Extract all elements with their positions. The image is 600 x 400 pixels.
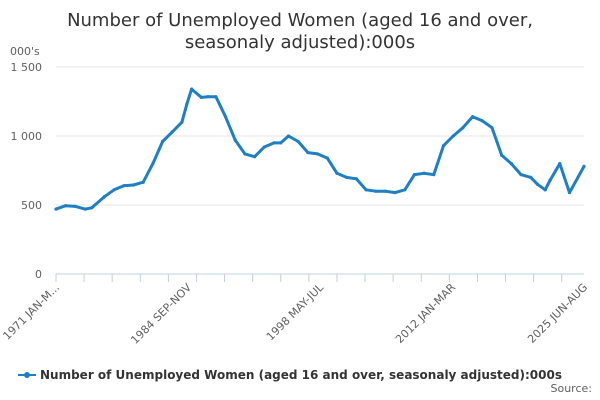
data-point <box>122 184 126 188</box>
source-label: Source: <box>551 382 593 395</box>
data-point <box>490 126 494 130</box>
data-point <box>243 152 247 156</box>
data-point <box>393 190 397 195</box>
data-point <box>558 162 562 166</box>
legend-marker-symbol <box>24 372 30 378</box>
data-point <box>190 87 194 91</box>
data-point <box>131 183 136 187</box>
data-point <box>519 173 523 177</box>
data-point <box>451 134 455 138</box>
data-point <box>199 95 203 99</box>
y-tick-labels: 0 500 1 000 1 500 <box>11 61 43 281</box>
data-point <box>112 188 116 192</box>
data-point <box>90 206 94 210</box>
data-point <box>335 171 339 175</box>
data-point <box>279 141 283 145</box>
data-point <box>480 119 484 123</box>
x-tick-label: 2012 JAN-MAR <box>393 281 458 346</box>
data-point <box>345 175 349 179</box>
data-point <box>272 141 276 145</box>
x-tick-label: 1998 MAY-JUL <box>264 280 327 343</box>
y-tick-label: 1 000 <box>11 130 43 143</box>
y-tick-label: 0 <box>35 268 42 281</box>
data-point <box>567 190 572 195</box>
data-point <box>364 188 368 192</box>
y-tick-label: 500 <box>21 199 42 212</box>
data-point <box>383 189 387 193</box>
data-point <box>170 130 174 134</box>
data-point <box>73 204 77 208</box>
legend-label: Number of Unemployed Women (aged 16 and … <box>40 368 562 382</box>
data-point <box>141 180 145 184</box>
data-point <box>432 173 436 177</box>
data-point <box>223 115 228 119</box>
data-point <box>422 171 426 175</box>
data-point <box>253 155 257 159</box>
data-point <box>83 207 87 211</box>
data-point <box>64 204 68 208</box>
x-axis <box>55 273 584 282</box>
data-point <box>461 126 465 130</box>
x-tick-label: 1984 SEP-NOV <box>128 281 194 347</box>
data-point <box>180 120 184 124</box>
series-group <box>54 87 586 211</box>
y-tick-label: 1 500 <box>11 61 43 74</box>
data-point <box>535 182 540 186</box>
data-point <box>262 145 266 149</box>
data-point <box>500 153 504 157</box>
chart-title-line-1: Number of Unemployed Women (aged 16 and … <box>67 10 533 31</box>
data-point <box>509 162 513 166</box>
data-point <box>412 173 417 177</box>
data-point <box>185 102 189 106</box>
data-point <box>315 152 320 156</box>
data-point <box>403 188 407 192</box>
data-point <box>296 139 300 144</box>
data-point <box>543 188 547 192</box>
data-point <box>306 150 310 155</box>
series-line <box>54 87 586 211</box>
x-tick-label: 2025 JUN-AUG <box>525 281 590 346</box>
x-tick-label: 1971 JAN-M... <box>0 281 62 343</box>
data-point <box>233 138 237 142</box>
legend[interactable]: Number of Unemployed Women (aged 16 and … <box>18 368 562 382</box>
data-point <box>354 177 358 181</box>
data-point <box>286 134 291 138</box>
data-point <box>160 139 165 144</box>
data-point <box>374 189 378 193</box>
data-point <box>151 162 155 166</box>
y-axis-label: 000's <box>10 45 40 58</box>
data-point <box>206 95 210 99</box>
data-point <box>214 95 218 99</box>
data-point <box>582 164 586 168</box>
data-point <box>529 175 533 179</box>
data-point <box>470 115 475 119</box>
data-point <box>441 144 446 148</box>
data-point <box>102 195 107 199</box>
x-tick-labels: 1971 JAN-M... 1984 SEP-NOV 1998 MAY-JUL 201… <box>0 280 590 346</box>
data-point <box>325 156 329 160</box>
data-point <box>548 178 552 182</box>
chart-title-line-2: seasonaly adjusted):000s <box>185 32 415 53</box>
data-point <box>54 207 58 211</box>
